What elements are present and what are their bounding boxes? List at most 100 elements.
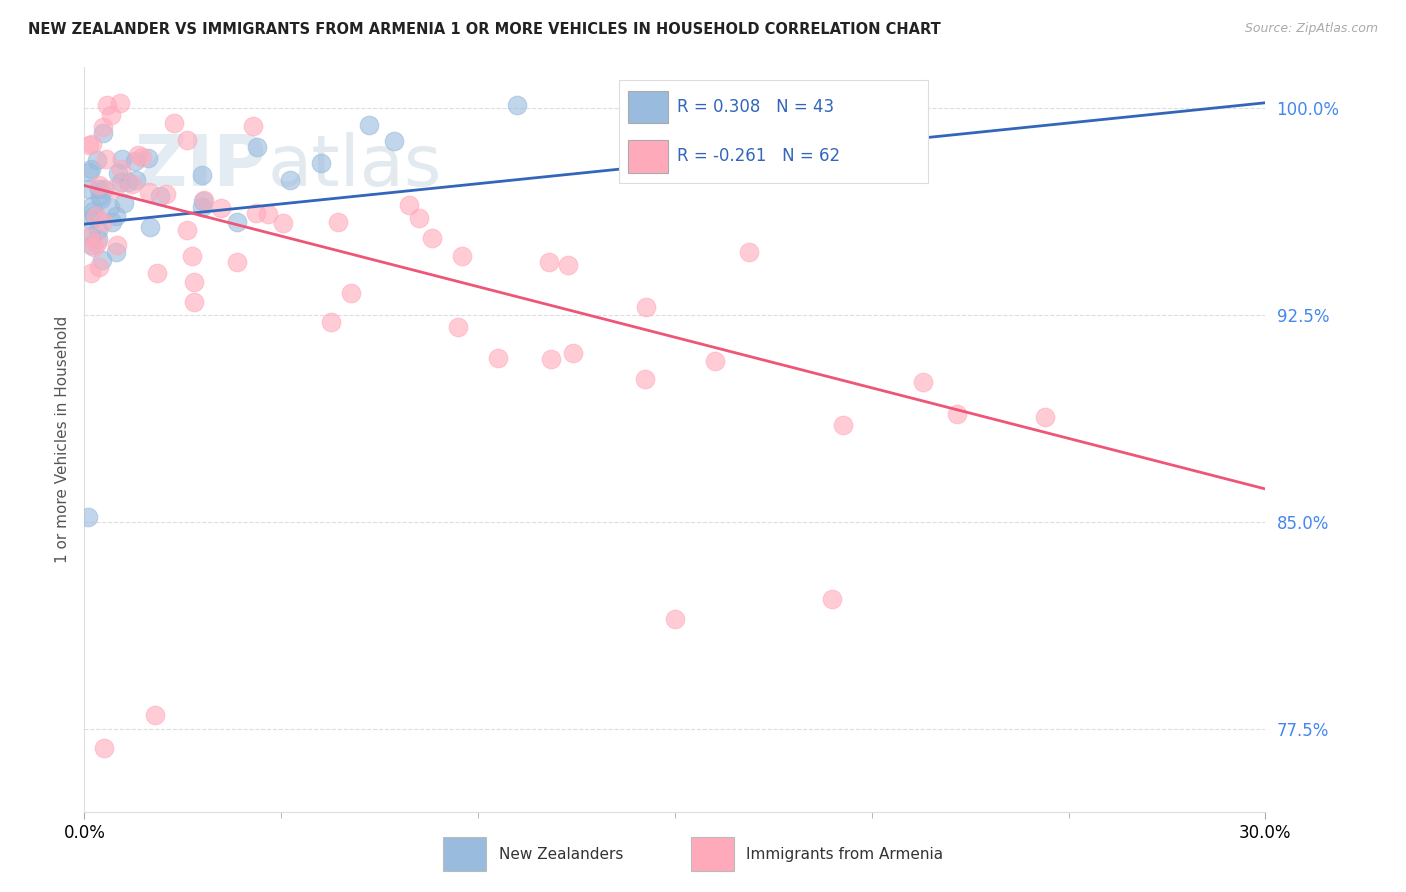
Text: New Zealanders: New Zealanders xyxy=(499,847,623,862)
Point xyxy=(91,127,114,141)
Point xyxy=(183,295,205,310)
Point xyxy=(121,177,143,191)
Point xyxy=(636,300,658,314)
Point xyxy=(89,260,111,274)
Point xyxy=(540,352,562,367)
Point xyxy=(191,200,214,214)
Point xyxy=(105,237,128,252)
Text: atlas: atlas xyxy=(267,132,441,202)
Point xyxy=(131,150,153,164)
Point xyxy=(420,231,443,245)
Point xyxy=(107,166,129,180)
Point xyxy=(945,407,967,421)
Point xyxy=(124,173,146,187)
Point xyxy=(93,120,115,135)
Point xyxy=(831,418,853,433)
Point xyxy=(104,209,127,223)
Point xyxy=(136,151,159,165)
Point xyxy=(181,250,204,264)
Text: R = -0.261   N = 62: R = -0.261 N = 62 xyxy=(678,147,841,165)
Point xyxy=(190,168,212,182)
Point xyxy=(80,161,103,176)
Point xyxy=(98,200,121,214)
Point xyxy=(138,185,160,199)
Point xyxy=(89,188,111,202)
Point xyxy=(321,315,343,329)
Point xyxy=(77,138,100,153)
Point xyxy=(80,229,103,244)
Point xyxy=(209,201,232,215)
Point xyxy=(77,165,100,179)
Point xyxy=(382,134,405,148)
Bar xyxy=(628,91,668,123)
Point xyxy=(149,188,172,202)
Y-axis label: 1 or more Vehicles in Household: 1 or more Vehicles in Household xyxy=(55,316,70,563)
Point xyxy=(183,275,205,289)
Point xyxy=(91,252,114,267)
Text: NEW ZEALANDER VS IMMIGRANTS FROM ARMENIA 1 OR MORE VEHICLES IN HOUSEHOLD CORRELA: NEW ZEALANDER VS IMMIGRANTS FROM ARMENIA… xyxy=(28,22,941,37)
Point xyxy=(82,204,104,219)
Point xyxy=(100,108,122,122)
Point xyxy=(398,198,420,212)
Point xyxy=(101,215,124,229)
Point xyxy=(193,193,215,207)
Text: R = 0.308   N = 43: R = 0.308 N = 43 xyxy=(678,98,835,116)
Point xyxy=(278,173,301,187)
Point xyxy=(1033,410,1056,425)
Point xyxy=(87,232,110,246)
Point xyxy=(82,136,104,151)
Point xyxy=(83,239,105,253)
Point xyxy=(93,182,115,196)
Point xyxy=(112,196,135,211)
Point xyxy=(486,351,509,365)
Point xyxy=(821,592,844,607)
Point xyxy=(91,214,114,228)
Point xyxy=(86,210,108,224)
Point xyxy=(96,98,118,112)
Point xyxy=(912,375,935,389)
Point xyxy=(111,152,134,166)
Point xyxy=(89,181,111,195)
Point xyxy=(110,95,132,110)
Point xyxy=(80,199,103,213)
Text: ZIP: ZIP xyxy=(135,132,267,202)
Point xyxy=(226,255,249,269)
Point xyxy=(117,175,139,189)
Point xyxy=(506,98,529,112)
Point xyxy=(340,286,363,301)
Point xyxy=(538,254,561,268)
Point xyxy=(104,245,127,260)
Point xyxy=(309,155,332,169)
Point xyxy=(110,161,132,176)
Point xyxy=(326,215,349,229)
Point xyxy=(93,741,115,756)
Point xyxy=(96,152,118,166)
Point xyxy=(143,708,166,723)
Point xyxy=(633,371,655,385)
Point xyxy=(77,182,100,196)
Bar xyxy=(690,837,734,871)
Point xyxy=(80,212,103,227)
Point xyxy=(176,133,198,147)
Bar xyxy=(628,140,668,173)
Point xyxy=(90,192,112,206)
Point xyxy=(80,238,103,252)
Point xyxy=(86,236,108,251)
Text: Immigrants from Armenia: Immigrants from Armenia xyxy=(747,847,943,862)
Point xyxy=(408,211,430,226)
Point xyxy=(146,266,169,280)
Bar xyxy=(443,837,486,871)
Point xyxy=(257,207,280,221)
Point xyxy=(86,153,108,168)
Point xyxy=(242,119,264,133)
Point xyxy=(104,181,127,195)
Point xyxy=(246,140,269,154)
Point xyxy=(124,153,146,168)
Point xyxy=(704,354,727,368)
Point xyxy=(87,178,110,193)
Point xyxy=(79,230,101,244)
Point xyxy=(664,612,686,626)
Point xyxy=(225,215,247,229)
Point xyxy=(80,266,103,280)
Point xyxy=(562,345,585,359)
